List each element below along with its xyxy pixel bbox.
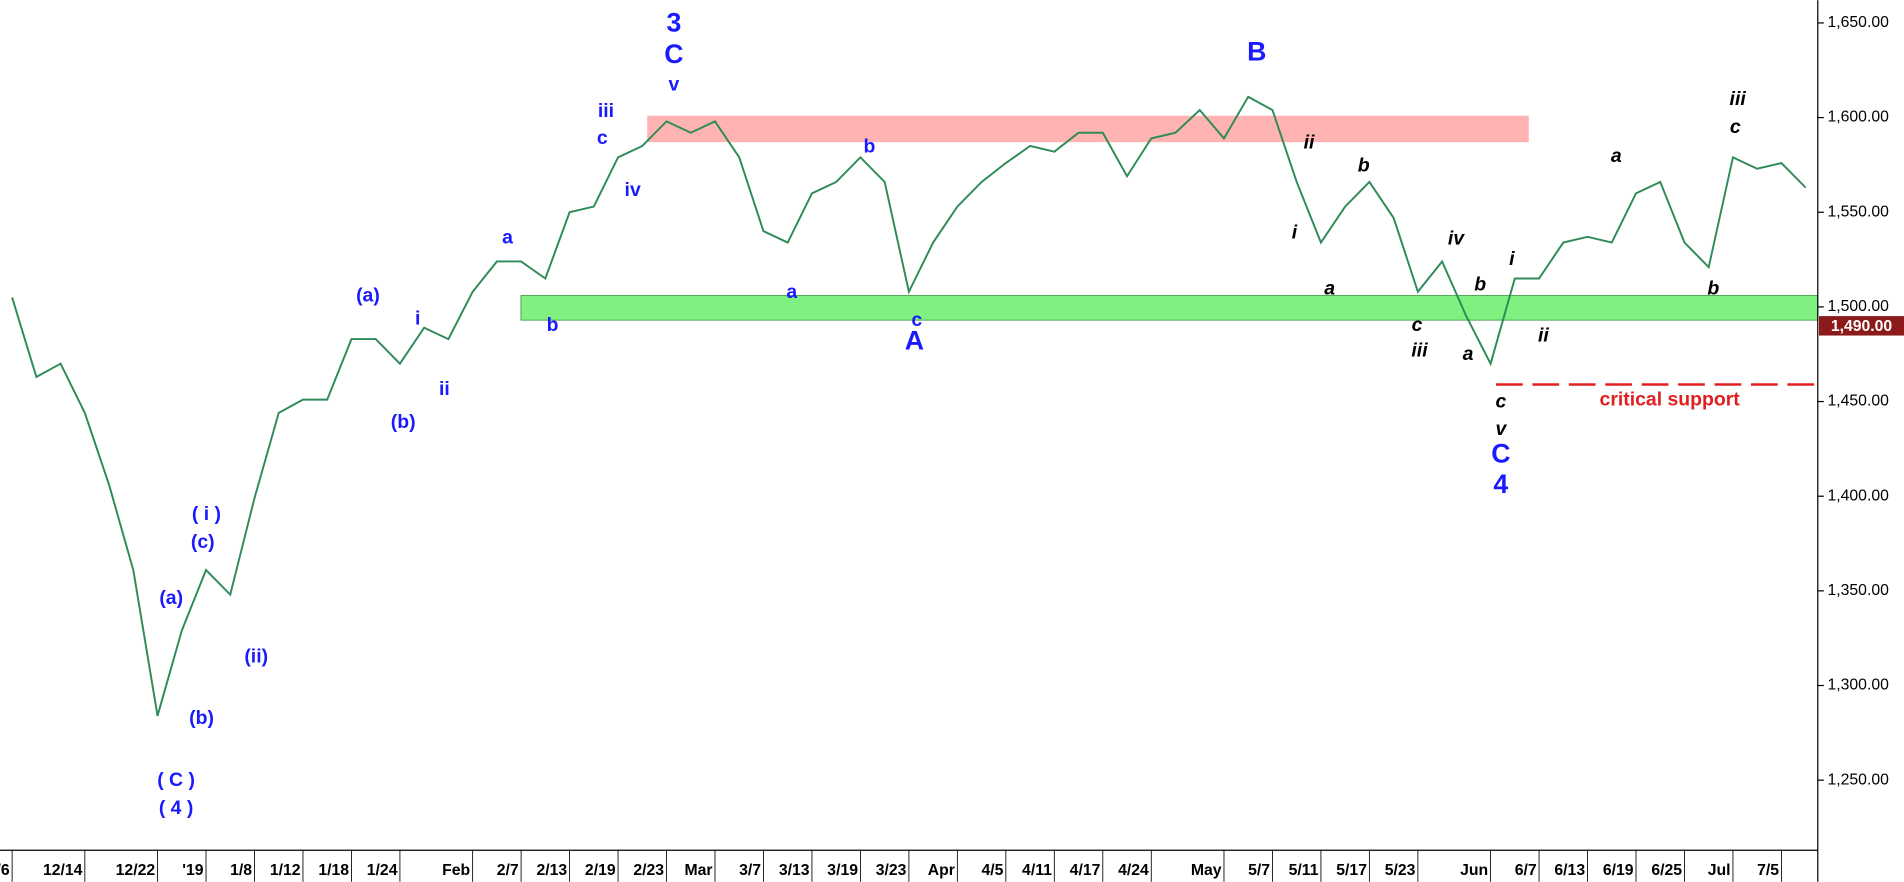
y-tick-label: 1,400.00: [1828, 487, 1890, 504]
x-tick-label: 5/23: [1385, 862, 1416, 879]
x-tick-label: 2/19: [585, 862, 616, 879]
wave-label: (b): [189, 707, 214, 729]
x-tick-label: 1/12: [270, 862, 301, 879]
wave-label: c: [911, 309, 922, 331]
x-tick-label: 3/23: [876, 862, 907, 879]
price-tag: [1819, 316, 1904, 336]
wave-label: C: [1491, 439, 1510, 469]
wave-label: iii: [1411, 339, 1428, 361]
wave-label: a: [786, 281, 797, 303]
x-tick-label: 1/8: [230, 862, 252, 879]
x-tick-label: 4/11: [1022, 862, 1052, 879]
x-tick-label: 4/17: [1070, 862, 1101, 879]
x-tick-label: 2/7: [497, 862, 519, 879]
x-tick-label: 6/7: [1515, 862, 1537, 879]
wave-label: b: [547, 314, 559, 336]
x-tick-label: 5/7: [1248, 862, 1270, 879]
wave-label: iv: [1448, 228, 1465, 250]
x-tick-label: 12/6: [0, 862, 10, 879]
y-tick-label: 1,550.00: [1828, 203, 1890, 220]
x-tick-label: Apr: [928, 862, 955, 879]
x-tick-label: 5/11: [1289, 862, 1319, 879]
wave-label: v: [1495, 418, 1507, 440]
wave-label: (a): [356, 285, 380, 307]
wave-label: A: [905, 326, 924, 356]
x-tick-label: Jun: [1460, 862, 1488, 879]
wave-label: i: [1509, 248, 1515, 270]
y-tick-label: 1,250.00: [1828, 771, 1890, 788]
x-tick-label: 7/5: [1757, 862, 1779, 879]
price-line: [11, 95, 1807, 717]
y-tick-label: 1,600.00: [1828, 109, 1890, 126]
x-tick-label: 5/17: [1336, 862, 1367, 879]
y-tick-label: 1,500.00: [1828, 298, 1890, 315]
wave-label: b: [1358, 155, 1370, 177]
zone: [520, 295, 1819, 321]
wave-label: a: [1611, 145, 1622, 167]
wave-label: B: [1247, 37, 1266, 67]
wave-label: (ii): [244, 645, 268, 667]
y-tick-label: 1,450.00: [1828, 393, 1890, 410]
wave-label: 3: [666, 8, 681, 38]
wave-label: b: [1707, 277, 1719, 299]
price-tag-label: 1,490.00: [1831, 318, 1893, 335]
wave-label: ii: [1304, 132, 1315, 154]
x-tick-label: 2/23: [633, 862, 664, 879]
x-tick-label: 4/24: [1118, 862, 1149, 879]
zone: [647, 115, 1529, 143]
wave-label: (c): [191, 531, 215, 553]
wave-label: c: [1730, 116, 1741, 138]
x-tick-label: 1/24: [367, 862, 398, 879]
wave-label: iii: [1730, 88, 1747, 110]
x-tick-label: 12/22: [116, 862, 156, 879]
x-tick-label: 12/14: [43, 862, 83, 879]
wave-label: i: [1292, 221, 1298, 243]
x-tick-label: '19: [182, 862, 204, 879]
x-tick-label: 3/19: [827, 862, 858, 879]
wave-label: ( 4 ): [159, 797, 194, 819]
wave-label: (a): [159, 587, 183, 609]
wave-label: ( i ): [192, 503, 221, 525]
wave-label: a: [1463, 343, 1474, 365]
x-tick-label: 3/7: [739, 862, 761, 879]
x-tick-label: 1/18: [318, 862, 349, 879]
wave-label: ii: [439, 378, 450, 400]
x-tick-label: 3/13: [779, 862, 810, 879]
wave-label: c: [1495, 390, 1506, 412]
wave-label: ii: [1538, 325, 1549, 347]
wave-label: iv: [625, 179, 641, 201]
x-tick-label: Mar: [685, 862, 713, 879]
wave-label: c: [1412, 314, 1423, 336]
x-tick-label: Jul: [1708, 862, 1731, 879]
wave-label: iii: [598, 100, 614, 122]
wave-label: b: [863, 135, 875, 157]
y-tick-label: 1,650.00: [1828, 14, 1890, 31]
x-tick-label: 6/19: [1603, 862, 1634, 879]
wave-label: ( C ): [157, 769, 195, 791]
x-tick-label: 6/25: [1651, 862, 1682, 879]
wave-label: c: [597, 127, 608, 149]
y-tick-label: 1,350.00: [1828, 582, 1890, 599]
y-tick-label: 1,300.00: [1828, 677, 1890, 694]
wave-label: a: [502, 226, 513, 248]
wave-label: 4: [1493, 469, 1508, 499]
x-tick-label: 6/13: [1554, 862, 1585, 879]
wave-label: (b): [391, 411, 416, 433]
x-tick-label: May: [1191, 862, 1222, 879]
wave-label: i: [415, 308, 420, 330]
x-tick-label: 2/13: [536, 862, 567, 879]
support-label: critical support: [1600, 388, 1741, 410]
wave-label: v: [669, 73, 680, 95]
wave-label: b: [1474, 274, 1486, 296]
wave-label: a: [1324, 277, 1335, 299]
wave-label: C: [664, 39, 683, 69]
x-tick-label: 4/5: [981, 862, 1003, 879]
x-tick-label: Feb: [442, 862, 470, 879]
